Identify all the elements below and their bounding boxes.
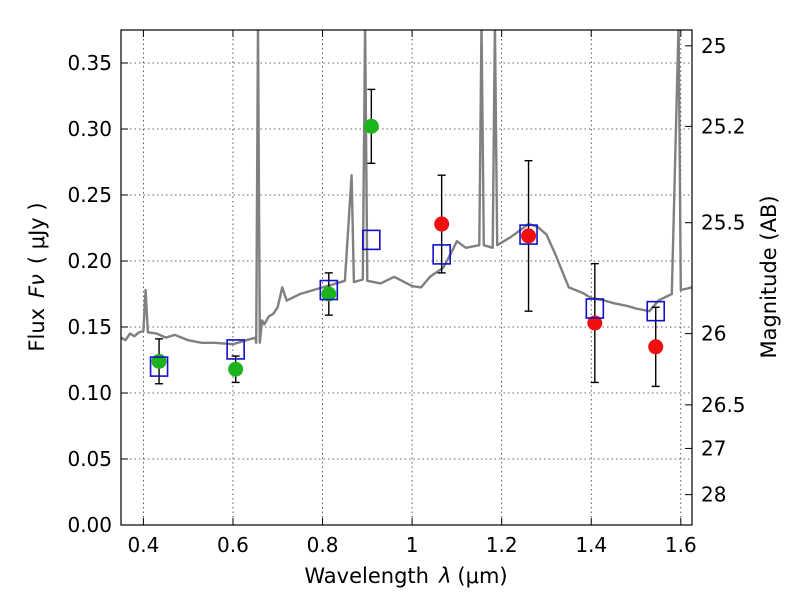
y-tick-label: 0.25 <box>67 183 112 207</box>
x-tick-label: 0.4 <box>127 533 159 557</box>
x-axis-title: Wavelength λ (μm) <box>304 564 507 588</box>
x-tick-label: 1.6 <box>665 533 697 557</box>
model-box <box>362 229 381 251</box>
points-layer <box>151 118 664 377</box>
y2-tick-label: 26.5 <box>701 393 746 417</box>
green-point <box>321 286 337 302</box>
y2-tick-label: 25.2 <box>701 114 746 138</box>
y-tick-label: 0.30 <box>67 117 112 141</box>
model-box <box>319 279 339 301</box>
model-box <box>226 339 245 360</box>
green-point <box>363 118 379 134</box>
red-point <box>648 339 664 355</box>
green-point <box>228 361 244 377</box>
y2-tick-label: 26 <box>701 322 726 346</box>
y2-tick-label: 28 <box>701 483 726 507</box>
x-tick-label: 1.4 <box>575 533 607 557</box>
y-tick-label: 0.20 <box>67 249 112 273</box>
model-box <box>585 298 605 319</box>
x-tick-label: 0.8 <box>307 533 339 557</box>
errorbar-layer <box>155 88 660 388</box>
model-box <box>646 300 666 322</box>
x-tick-label: 0.6 <box>217 533 249 557</box>
model-layer <box>149 224 666 377</box>
y-axis-title: FluxFν( μJy ) <box>25 202 49 351</box>
red-point <box>587 315 603 331</box>
y-tick-label: 0.05 <box>67 447 112 471</box>
grid-layer <box>121 30 692 526</box>
y-tick-label: 0.10 <box>67 381 112 405</box>
ticks-layer: 0.4 0.6 0.8 1 1.2 1.4 1.6 0.00 0.05 0.10 0.15 0.20 0… <box>67 30 746 557</box>
y2-axis-title: Magnitude (AB) <box>757 195 781 358</box>
x-tick-label: 1 <box>406 533 419 557</box>
red-point <box>434 216 450 232</box>
x-tick-label: 1.2 <box>486 533 518 557</box>
y2-tick-label: 25 <box>701 34 726 58</box>
model-box <box>432 244 451 265</box>
plot-frame <box>120 29 693 526</box>
spectrum-line <box>121 30 692 346</box>
y-tick-label: 0.15 <box>67 315 112 339</box>
y2-tick-label: 27 <box>701 436 726 460</box>
y-tick-label: 0.35 <box>67 51 112 75</box>
red-point <box>521 228 537 244</box>
model-box <box>519 224 538 245</box>
model-box <box>149 356 169 377</box>
y-tick-label: 0.00 <box>67 513 112 537</box>
spectrum-layer <box>121 30 692 346</box>
green-point <box>151 353 167 369</box>
y2-tick-label: 25.5 <box>701 211 746 235</box>
